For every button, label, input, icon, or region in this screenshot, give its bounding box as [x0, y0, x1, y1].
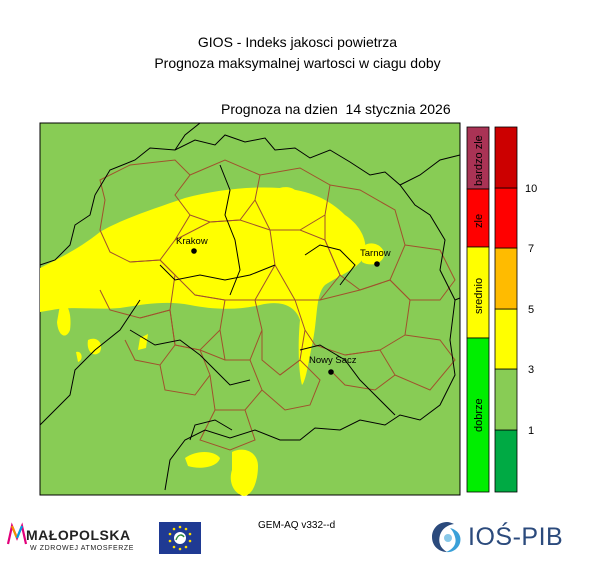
scale-legend: 1 3 5 7 10 — [494, 126, 537, 493]
malopolska-tagline: W ZDROWEJ ATMOSFERZE — [30, 545, 135, 552]
scale-band-6 — [494, 126, 518, 189]
category-label-dobrze: dobrze — [473, 398, 485, 432]
scale-tick-1: 1 — [528, 425, 534, 437]
city-label-nowy-sacz: Nowy Sacz — [309, 355, 357, 366]
scale-band-2 — [494, 368, 518, 431]
city-tarnow: Tarnow — [360, 248, 391, 267]
scale-tick-10: 10 — [525, 183, 537, 195]
forecast-date: Prognoza na dzien 14 stycznia 2026 — [221, 101, 451, 117]
model-label: GEM-AQ v332--d — [258, 520, 336, 531]
malopolska-logo-icon — [6, 522, 28, 545]
ios-pib-logo-icon — [432, 522, 461, 553]
malopolska-name: MAŁOPOLSKA — [26, 527, 131, 543]
city-label-tarnow: Tarnow — [360, 248, 391, 259]
scale-band-3 — [494, 308, 518, 370]
title-line-1: GIOS - Indeks jakosci powietrza — [197, 34, 398, 50]
ios-pib-name: IOŚ-PIB — [468, 523, 564, 551]
scale-band-1 — [494, 429, 518, 493]
city-marker — [328, 369, 334, 375]
city-nowy-sacz: Nowy Sacz — [309, 355, 357, 375]
city-marker — [191, 248, 197, 254]
scale-tick-7: 7 — [528, 243, 534, 255]
city-krakow: Krakow — [176, 236, 208, 254]
scale-band-4 — [494, 247, 518, 310]
scale-band-5 — [494, 187, 518, 249]
moderate-zone — [40, 187, 385, 496]
category-label-srednio: srednio — [473, 278, 485, 314]
city-marker — [374, 261, 380, 267]
title-line-2: Prognoza maksymalnej wartosci w ciagu do… — [154, 55, 441, 71]
city-label-krakow: Krakow — [176, 236, 208, 247]
category-dobrze — [466, 337, 490, 493]
region-borders — [39, 122, 461, 491]
category-legend: bardzo zle zle srednio dobrze — [466, 126, 490, 493]
eu-life-logo-icon — [159, 522, 201, 554]
category-label-bardzo-zle: bardzo zle — [473, 135, 485, 186]
scale-tick-3: 3 — [528, 364, 534, 376]
category-label-zle: zle — [473, 214, 485, 228]
scale-tick-5: 5 — [528, 304, 534, 316]
